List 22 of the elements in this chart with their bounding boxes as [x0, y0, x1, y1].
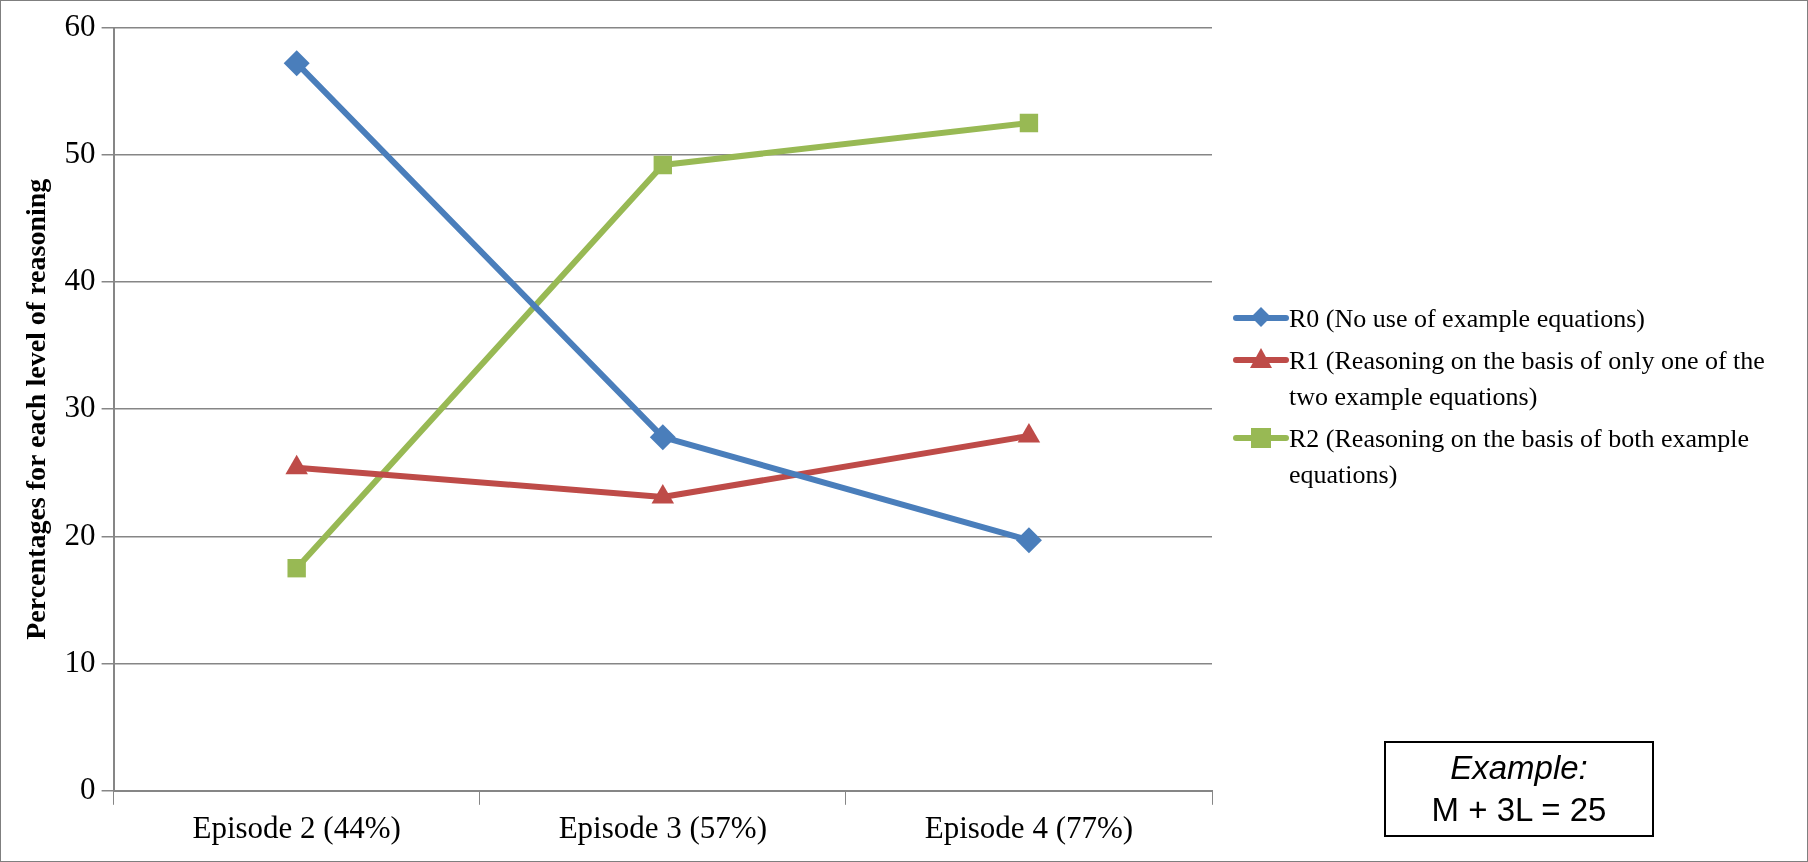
point [653, 155, 672, 175]
y-tick-label: 60 [64, 7, 96, 43]
legend-label: R2 (Reasoning on the basis of both example equations) [1289, 423, 1750, 491]
x-tick-label: Episode 4 (77%) [924, 809, 1134, 845]
x-tick-label: Episode 3 (57%) [558, 809, 767, 845]
y-axis-title: Percentages for each level of reasoning [20, 178, 52, 640]
legend-label: R0 (No use of example equations) [1289, 303, 1646, 335]
legend-label: R1 (Reasoning on the basis of only one of the two example equations) [1289, 345, 1766, 413]
y-tick-label: 50 [64, 134, 96, 170]
text: Example: [1449, 748, 1589, 788]
y-tick-label: 40 [64, 262, 96, 298]
point [1015, 527, 1042, 554]
y-tick-label: 30 [64, 389, 96, 425]
point [287, 559, 306, 578]
text: M + 3L = 25 [1430, 790, 1608, 830]
point [1019, 113, 1039, 133]
point [649, 424, 676, 451]
x-tick-label: Episode 2 (44%) [192, 809, 401, 845]
y-tick-label: 0 [80, 770, 96, 806]
y-tick-label: 20 [64, 516, 96, 552]
y-tick-label: 10 [64, 643, 96, 679]
point [283, 50, 310, 77]
